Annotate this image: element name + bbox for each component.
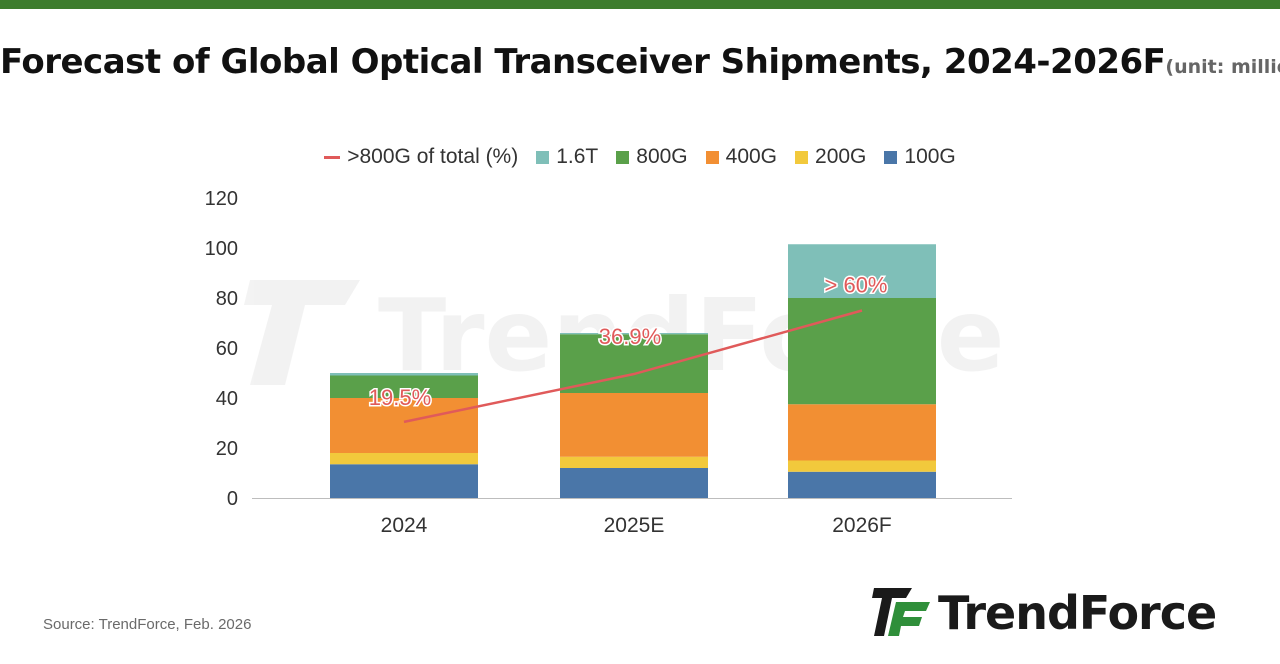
y-tick-label: 80 <box>216 288 238 310</box>
logo-text: TrendForce <box>938 586 1217 640</box>
share-data-label: 19.5% <box>369 385 431 410</box>
bar-segment-200g <box>330 453 478 465</box>
legend-label-1-6t: 1.6T <box>556 145 599 168</box>
y-tick-label: 100 <box>205 238 238 260</box>
bar-segment-800g <box>788 298 936 405</box>
share-line <box>403 309 863 424</box>
legend-label-800g: 800G <box>636 145 688 168</box>
share-data-label: 36.9% <box>599 324 661 349</box>
top-accent-bar <box>0 0 1280 9</box>
bar-segment-400g <box>788 404 936 461</box>
watermark-icon <box>244 280 360 385</box>
y-tick-label: 120 <box>205 188 238 210</box>
title-unit: (unit: million) <box>1165 56 1280 78</box>
legend-label-share: >800G of total (%) <box>347 145 519 168</box>
legend-label-400g: 400G <box>725 145 778 168</box>
legend-swatch-1-6t <box>536 150 550 164</box>
bar-segment-1-6t <box>330 373 478 376</box>
bar-segment-1-6t <box>560 333 708 335</box>
chart-legend: >800G of total (%) 1.6T 800G 400G 200G 1… <box>0 143 1280 171</box>
legend-item-share: >800G of total (%) <box>324 145 518 169</box>
title-text: Forecast of Global Optical Transceiver S… <box>0 42 1166 82</box>
legend-line-marker <box>324 155 341 159</box>
x-tick-label: 2025E <box>604 514 665 537</box>
legend-swatch-200g <box>795 150 809 164</box>
legend-item-400g: 400G <box>705 145 778 169</box>
legend-item-100g: 100G <box>884 145 956 169</box>
bar-segment-200g <box>788 460 936 472</box>
y-tick-label: 40 <box>216 388 238 410</box>
share-data-label: > 60% <box>825 273 888 298</box>
legend-label-100g: 100G <box>904 145 956 168</box>
x-tick-label: 2026F <box>832 514 892 537</box>
legend-item-800g: 800G <box>616 145 688 169</box>
bar-segment-1-6t <box>788 244 936 298</box>
y-tick-label: 20 <box>216 438 238 460</box>
legend-label-200g: 200G <box>815 145 867 168</box>
bar-segment-400g <box>330 398 478 453</box>
bar-segment-100g <box>330 464 478 498</box>
x-tick-label: 2024 <box>381 514 428 537</box>
trendforce-logo: TrendForce <box>872 584 1242 644</box>
bar-segment-100g <box>560 468 708 498</box>
chart-title: Forecast of Global Optical Transceiver S… <box>0 42 1280 82</box>
bar-segment-100g <box>788 471 936 498</box>
y-tick-label: 60 <box>216 338 238 360</box>
bar-segment-200g <box>560 456 708 468</box>
legend-swatch-400g <box>705 150 719 164</box>
legend-swatch-800g <box>616 150 630 164</box>
legend-swatch-100g <box>884 150 898 164</box>
logo-mark-icon <box>872 588 930 636</box>
bar-segment-800g <box>330 375 478 398</box>
bar-segment-400g <box>560 393 708 457</box>
y-tick-label: 0 <box>227 488 238 510</box>
legend-item-1-6t: 1.6T <box>536 145 598 169</box>
legend-item-200g: 200G <box>795 145 866 169</box>
source-note: Source: TrendForce, Feb. 2026 <box>43 616 252 633</box>
